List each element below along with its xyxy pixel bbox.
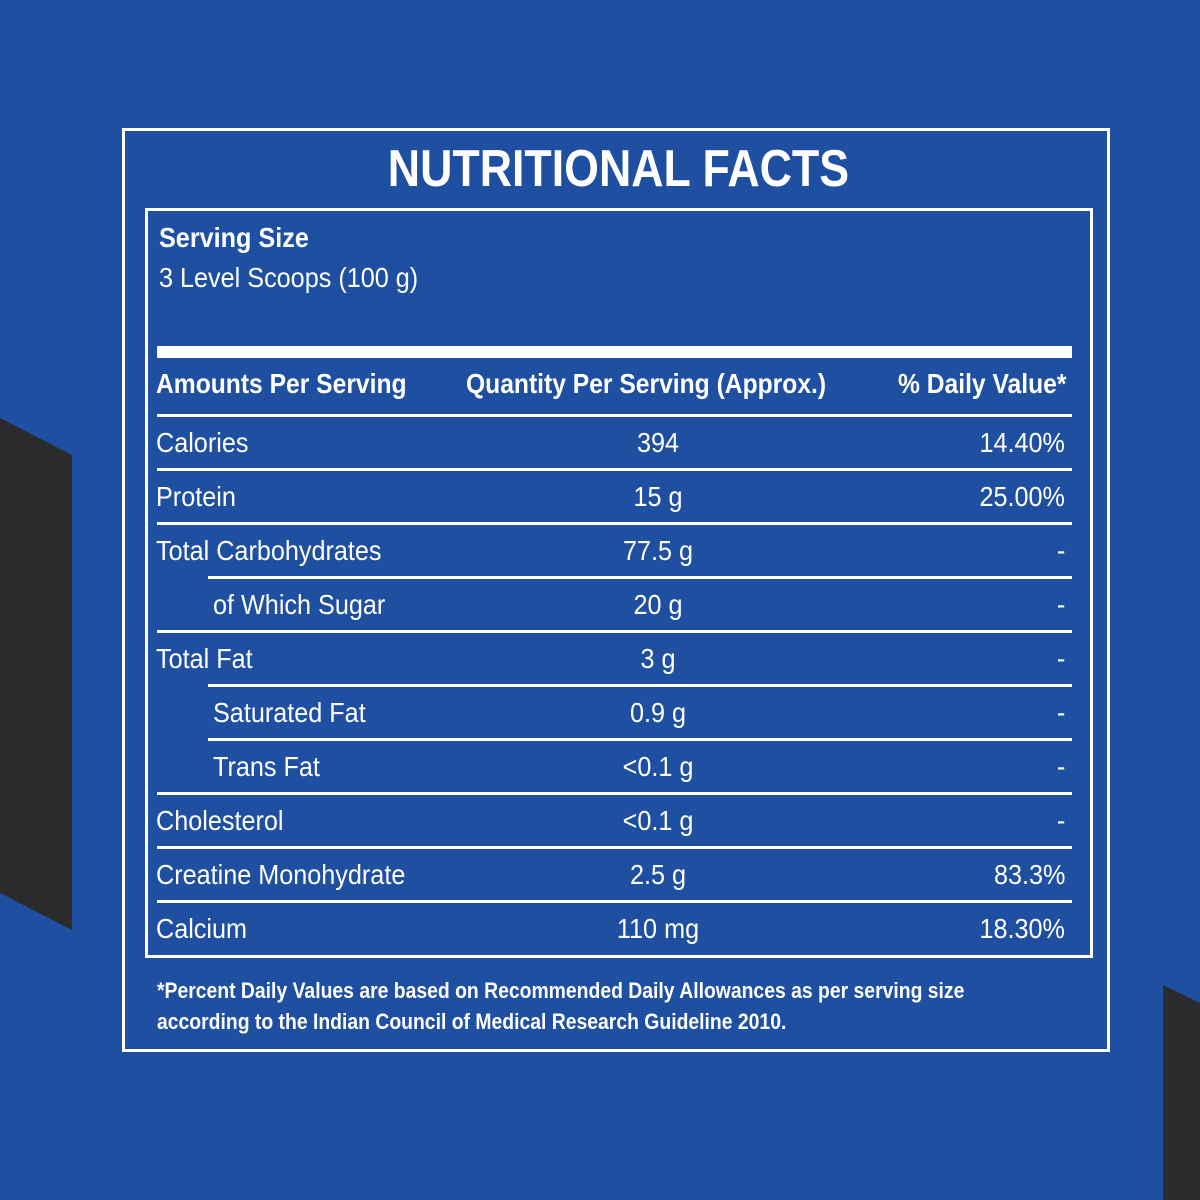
- row-divider: [157, 414, 1072, 417]
- nutrient-daily-value: 18.30%: [979, 913, 1065, 944]
- row-divider: [157, 468, 1072, 471]
- nutrient-quantity: <0.1 g: [622, 751, 694, 782]
- row-divider: [208, 684, 1072, 687]
- nutrient-daily-value: -: [1056, 751, 1065, 782]
- serving-size-value: 3 Level Scoops (100 g): [159, 262, 419, 293]
- nutrient-name: Creatine Monohydrate: [156, 859, 406, 890]
- nutrient-quantity: 3 g: [640, 643, 676, 674]
- nutrient-quantity: 2.5 g: [629, 859, 687, 890]
- row-divider: [208, 738, 1072, 741]
- nutrition-panel: [122, 128, 1110, 1052]
- row-divider: [157, 792, 1072, 795]
- page-title: NUTRITIONAL FACTS: [387, 140, 850, 198]
- nutrient-name: Total Carbohydrates: [156, 535, 382, 566]
- row-divider: [157, 630, 1072, 633]
- nutrient-quantity: <0.1 g: [622, 805, 694, 836]
- footnote-line-1: *Percent Daily Values are based on Recom…: [157, 978, 965, 1003]
- nutrition-table-box: [145, 208, 1093, 958]
- nutrient-quantity: 15 g: [633, 481, 683, 512]
- row-divider: [208, 576, 1072, 579]
- nutrient-name: Calcium: [156, 913, 248, 944]
- row-divider: [157, 522, 1072, 525]
- nutrient-quantity: 110 mg: [616, 913, 700, 944]
- nutrient-quantity: 394: [636, 427, 680, 458]
- nutrient-daily-value: -: [1056, 697, 1065, 728]
- serving-size-label: Serving Size: [159, 222, 309, 253]
- nutrient-daily-value: -: [1056, 589, 1065, 620]
- nutrient-name: of Which Sugar: [213, 589, 386, 620]
- nutrient-name: Cholesterol: [156, 805, 284, 836]
- nutrient-daily-value: 83.3%: [993, 859, 1065, 890]
- footnote-line-2: according to the Indian Council of Medic…: [157, 1009, 787, 1034]
- nutrient-quantity: 20 g: [633, 589, 683, 620]
- column-header-daily-value: % Daily Value*: [897, 368, 1066, 399]
- footnote: *Percent Daily Values are based on Recom…: [157, 975, 1107, 1037]
- nutrient-daily-value: 25.00%: [979, 481, 1065, 512]
- row-divider: [157, 846, 1072, 849]
- column-header-quantity: Quantity Per Serving (Approx.): [466, 368, 827, 399]
- nutrient-name: Protein: [156, 481, 236, 512]
- nutrient-quantity: 77.5 g: [622, 535, 694, 566]
- left-stripe-shape: [0, 418, 72, 930]
- nutrient-daily-value: -: [1056, 643, 1065, 674]
- column-header-amounts: Amounts Per Serving: [156, 368, 407, 399]
- header-divider: [157, 346, 1072, 358]
- nutrient-daily-value: -: [1056, 535, 1065, 566]
- nutrient-quantity: 0.9 g: [629, 697, 687, 728]
- row-divider: [157, 900, 1072, 903]
- nutrient-daily-value: 14.40%: [979, 427, 1065, 458]
- nutrient-daily-value: -: [1056, 805, 1065, 836]
- nutrient-name: Trans Fat: [213, 751, 320, 782]
- right-stripe-shape: [1163, 985, 1200, 1200]
- nutrient-name: Total Fat: [156, 643, 253, 674]
- nutrient-name: Calories: [156, 427, 249, 458]
- nutrient-name: Saturated Fat: [213, 697, 366, 728]
